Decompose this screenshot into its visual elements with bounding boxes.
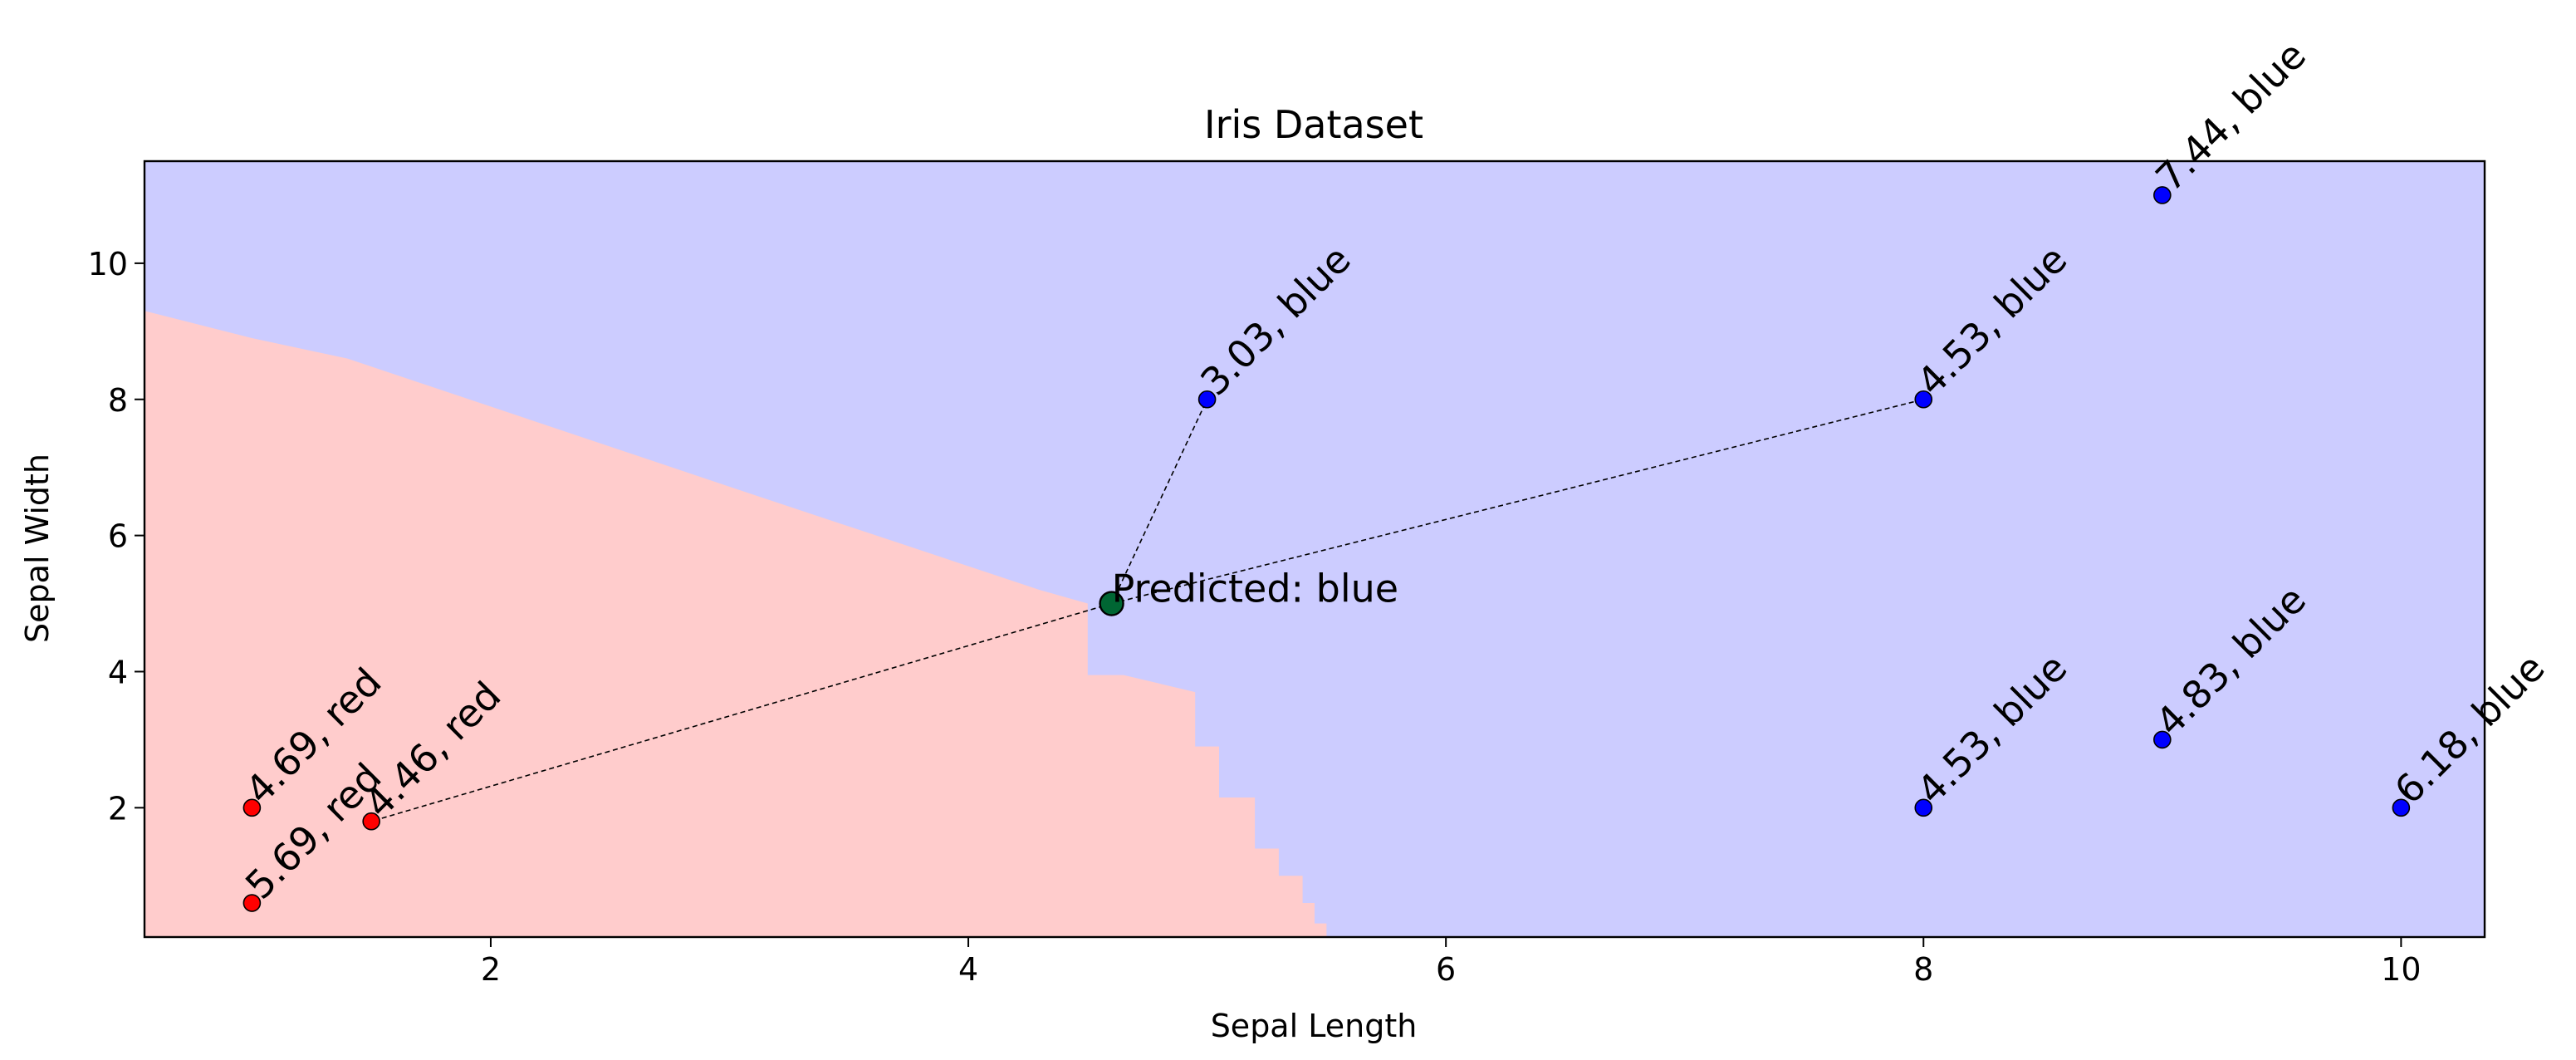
data-point-1: [242, 894, 262, 912]
data-point-9: [2392, 798, 2411, 817]
plot-border: [143, 159, 2486, 939]
x-tick-label-2: 2: [481, 951, 501, 988]
y-axis-label: Sepal Width: [19, 454, 56, 643]
y-tick-label-4: 4: [108, 654, 128, 690]
axis-ticks: 2 4 6 8 10 2 4 6 8 10: [88, 246, 2422, 988]
x-tick-label-6: 6: [1436, 951, 1456, 988]
data-point-6: [1914, 798, 1933, 817]
y-tick-label-2: 2: [108, 790, 128, 827]
data-point-2: [242, 798, 262, 817]
axes-frame: [143, 159, 2486, 939]
chart-title: Iris Dataset: [1204, 102, 1423, 147]
data-point-7: [2153, 186, 2172, 204]
neighbor-line-1: [1110, 399, 1208, 604]
predicted-point: [1099, 591, 1124, 616]
data-point-4: [1197, 390, 1217, 409]
data-point-3: [362, 812, 380, 831]
data-point-5: [1914, 390, 1933, 409]
y-tick-label-6: 6: [108, 518, 128, 555]
neighbor-line-3: [370, 602, 1112, 822]
data-point-8: [2153, 730, 2172, 749]
predicted-label: Predicted: blue: [1112, 567, 1399, 611]
x-tick-label-4: 4: [958, 951, 978, 988]
x-axis-label: Sepal Length: [1211, 1008, 1418, 1044]
y-tick-label-8: 8: [108, 382, 128, 419]
neighbor-line-2: [1111, 398, 1924, 605]
y-tick-label-10: 10: [88, 246, 128, 282]
x-tick-label-10: 10: [2381, 951, 2421, 988]
red-decision-region: [144, 311, 1327, 937]
x-tick-label-8: 8: [1913, 951, 1933, 988]
